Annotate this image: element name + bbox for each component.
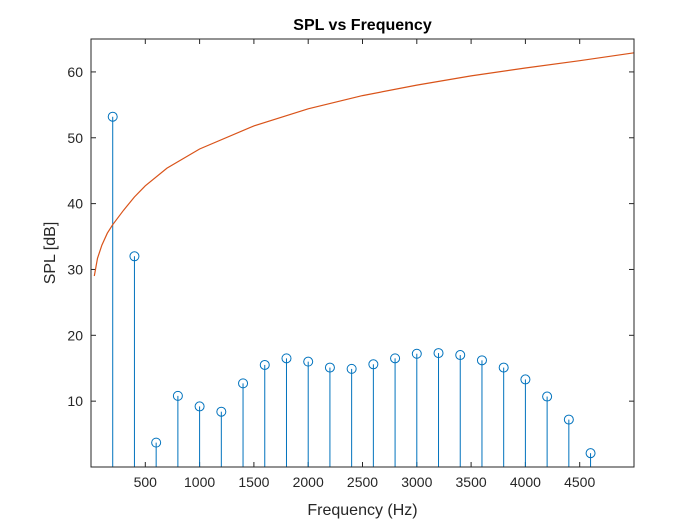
x-tick-label: 2500 bbox=[347, 474, 378, 490]
stem-marker bbox=[520, 374, 531, 385]
x-axis-title: Frequency (Hz) bbox=[307, 502, 417, 519]
stem-marker bbox=[129, 251, 140, 262]
x-tick-label: 3000 bbox=[401, 474, 432, 490]
stem-marker bbox=[542, 391, 553, 402]
y-tick-label: 60 bbox=[67, 64, 83, 80]
stem-marker bbox=[390, 353, 401, 364]
stem-marker bbox=[476, 355, 487, 366]
y-axis-title: SPL [dB] bbox=[42, 222, 59, 285]
x-tick-label: 1500 bbox=[238, 474, 269, 490]
y-tick-label: 40 bbox=[67, 196, 83, 212]
stem-marker bbox=[238, 378, 249, 389]
plot-area bbox=[91, 39, 634, 467]
x-tick-label: 4500 bbox=[564, 474, 595, 490]
y-tick-label: 30 bbox=[67, 261, 83, 277]
stem-marker bbox=[368, 359, 379, 370]
x-tick-label: 500 bbox=[134, 474, 158, 490]
stem-marker bbox=[151, 437, 162, 448]
stem-marker bbox=[433, 348, 444, 359]
marks-layer bbox=[93, 52, 635, 467]
y-tick-label: 20 bbox=[67, 327, 83, 343]
y-tick-label: 10 bbox=[67, 393, 83, 409]
stem-marker bbox=[259, 359, 270, 370]
x-tick-label: 2000 bbox=[293, 474, 324, 490]
stem-marker bbox=[563, 414, 574, 425]
stem-marker bbox=[455, 350, 466, 361]
stem-marker bbox=[411, 348, 422, 359]
stem-marker bbox=[585, 448, 596, 459]
chart-title: SPL vs Frequency bbox=[293, 17, 432, 34]
stem-marker bbox=[172, 390, 183, 401]
stem-marker bbox=[216, 406, 227, 417]
stem-marker bbox=[107, 111, 118, 122]
stem-marker bbox=[281, 353, 292, 364]
stem-marker bbox=[303, 356, 314, 367]
threshold-curve bbox=[93, 52, 635, 277]
x-tick-label: 4000 bbox=[510, 474, 541, 490]
ticks-layer: 500 1000 1500 2000 2500 3000 3500 4000 4500 10 20 3… bbox=[67, 39, 634, 490]
y-tick-label: 50 bbox=[67, 130, 83, 146]
axes-box bbox=[90, 38, 635, 468]
x-tick-label: 1000 bbox=[184, 474, 215, 490]
x-tick-label: 3500 bbox=[456, 474, 487, 490]
stem-marker bbox=[346, 363, 357, 374]
stem-marker bbox=[324, 362, 335, 373]
stem-marker bbox=[194, 401, 205, 412]
stem-marker bbox=[498, 362, 509, 373]
